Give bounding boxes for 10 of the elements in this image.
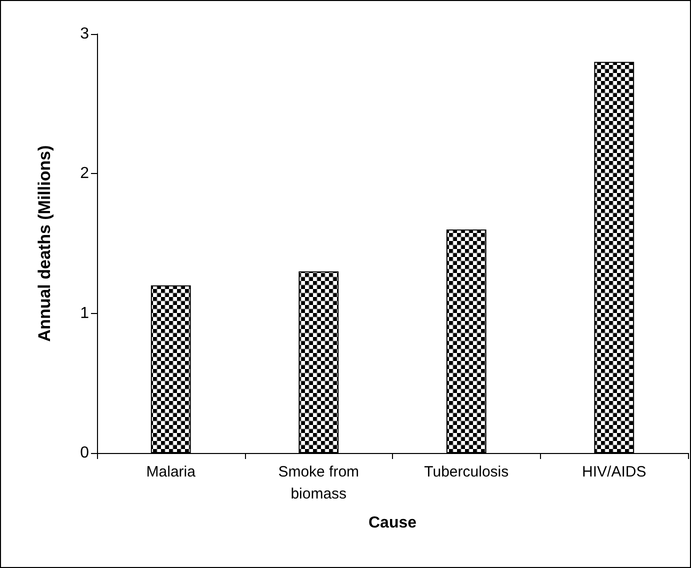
y-tick-label: 0 [80, 444, 90, 462]
x-tick-label: Smoke from biomass [278, 464, 360, 502]
x-axis-title: Cause [368, 514, 417, 532]
x-tick-label: Tuberculosis [424, 464, 509, 480]
x-tick-label: HIV/AIDS [582, 464, 646, 480]
y-axis-title: Annual deaths (Millions) [35, 145, 54, 342]
x-tick-label: Malaria [146, 464, 196, 480]
y-tick-label: 2 [80, 165, 90, 182]
y-tick-label: 1 [80, 304, 90, 322]
y-tick-label: 3 [80, 26, 90, 42]
